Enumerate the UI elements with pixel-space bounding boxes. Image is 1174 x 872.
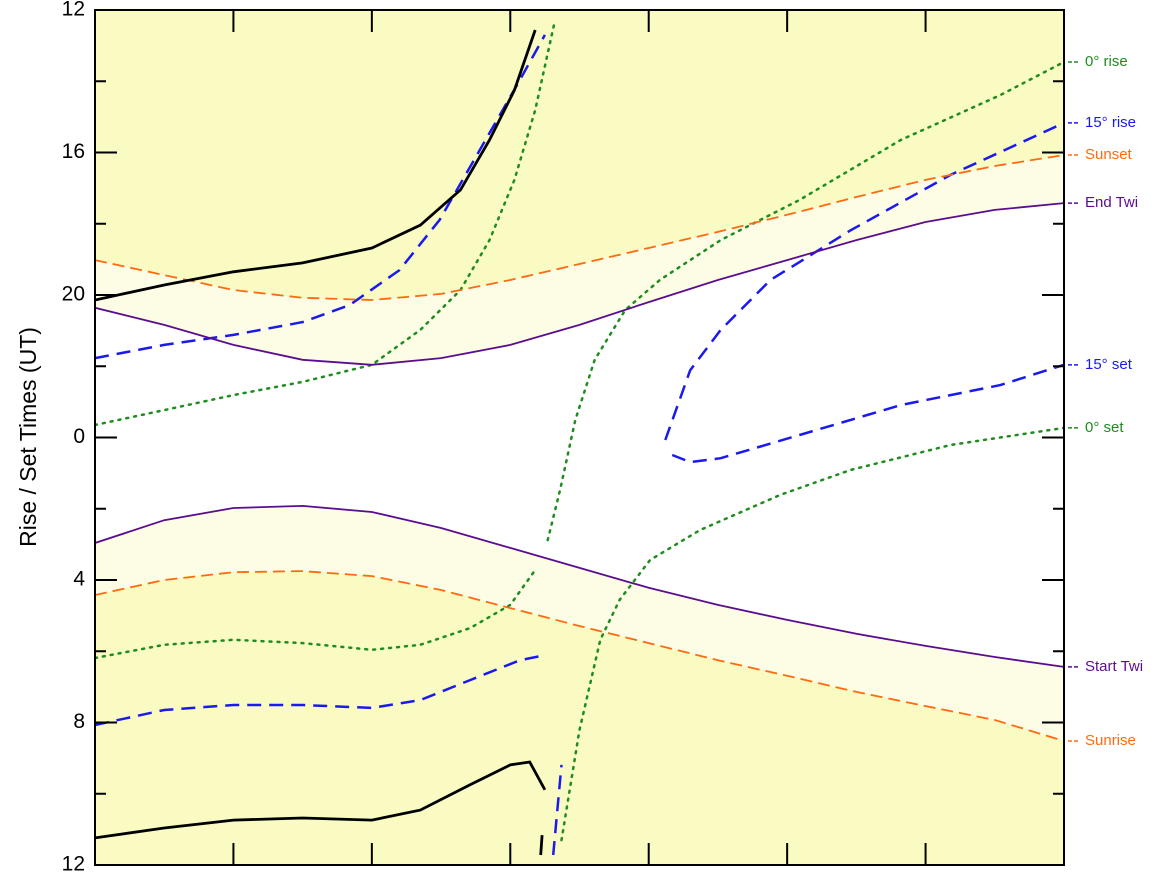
series-label: 15° rise [1085,114,1136,131]
night-band [95,203,1064,667]
series-line [95,504,1064,668]
series-line [95,154,1064,301]
y-tick-label: 8 [73,710,85,733]
series-line [95,20,1064,542]
y-tick-label: 20 [62,283,85,306]
series-line [95,570,1064,742]
y-tick-label: 16 [62,140,85,163]
series-label: 0° set [1085,419,1124,436]
series-line [95,29,547,856]
series-line [95,363,1064,727]
series-label: End Twi [1085,194,1138,211]
series-label: Start Twi [1085,658,1143,675]
series-label: Sunrise [1085,732,1136,749]
series-line [95,426,1064,842]
series-line [95,202,1064,366]
series-label: Sunset [1085,146,1133,163]
y-tick-label: 4 [73,568,85,591]
y-axis-title: Rise / Set Times (UT) [15,327,41,547]
series-label: 15° set [1085,356,1133,373]
y-tick-label: 0 [73,425,85,448]
y-tick-label: 12 [62,0,85,21]
y-tick-label: 12 [62,853,85,872]
series-label: 0° rise [1085,53,1128,70]
